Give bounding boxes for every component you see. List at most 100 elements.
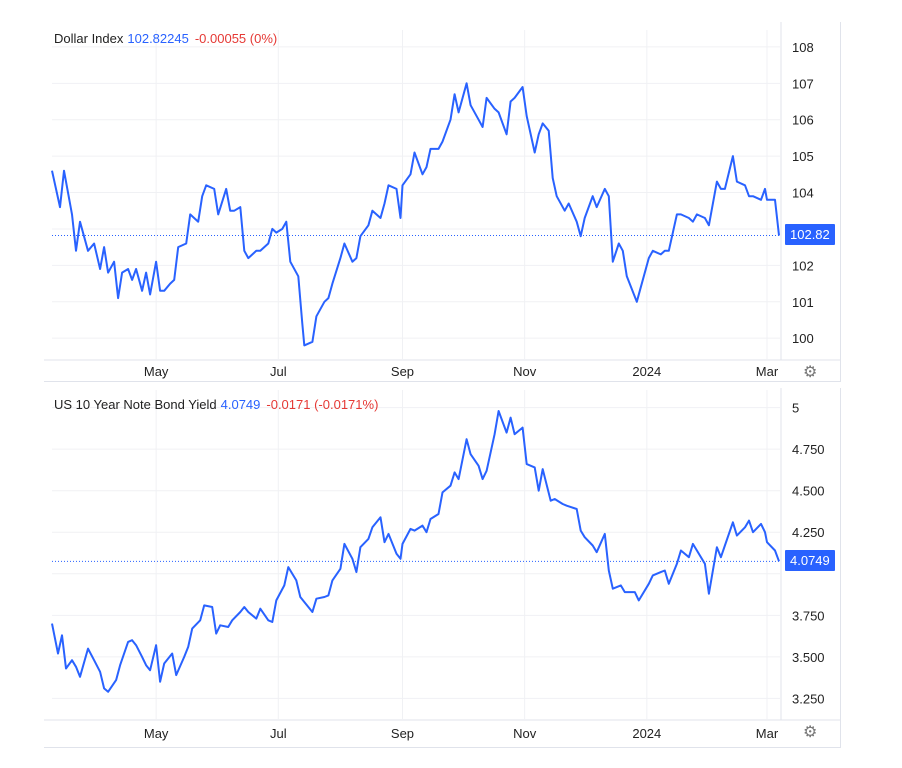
data-point [75,250,77,252]
x-tick-label: Mar [756,364,779,379]
dollar-index-plot[interactable]: 100 101 102 104 105 106 107 108 May Jul Sep Nov 2024… [44,22,841,382]
data-point [485,470,487,472]
data-point [548,130,550,132]
data-point [351,558,353,560]
data-point [239,206,241,208]
data-point [696,213,698,215]
data-point [421,173,423,175]
y-tick-label: 4.750 [792,442,825,457]
data-point [437,148,439,150]
series-line[interactable] [51,82,780,347]
data-point [229,210,231,212]
data-point [71,659,73,661]
data-point [205,184,207,186]
data-point [526,115,528,117]
data-point [453,471,455,473]
data-point [760,199,762,201]
data-point [187,646,189,648]
x-tick-label: May [144,364,169,379]
data-point [576,221,578,223]
chart-legend: US 10 Year Note Bond Yield 4.0749 -0.0171 … [54,397,378,412]
data-point [429,148,431,150]
y-tick-label: 106 [792,113,814,128]
data-point [121,271,123,273]
data-point [155,644,157,646]
data-point [99,268,101,270]
data-point [267,242,269,244]
data-point [688,556,690,558]
data-point [618,242,620,244]
data-point [696,549,698,551]
data-point [676,563,678,565]
data-point [271,228,273,230]
data-point [189,213,191,215]
data-point [732,155,734,157]
y-tick-label: 105 [792,149,814,164]
data-point [552,177,554,179]
data-point [203,604,205,606]
data-point [764,188,766,190]
data-point [636,301,638,303]
data-point [640,286,642,288]
data-point [680,213,682,215]
data-point [526,463,528,465]
data-point [708,593,710,595]
data-point [71,213,73,215]
data-point [648,583,650,585]
data-point [339,257,341,259]
data-point [135,268,137,270]
data-point [339,568,341,570]
series-line[interactable] [51,410,780,693]
data-point [173,279,175,281]
data-point [774,549,776,551]
data-point [596,551,598,553]
data-point [315,315,317,317]
data-point [648,257,650,259]
data-point [177,246,179,248]
data-point [51,622,53,624]
data-point [103,687,105,689]
y-tick-label: 108 [792,40,814,55]
data-point [542,122,544,124]
data-point [359,546,361,548]
gear-icon[interactable]: ⚙ [803,724,818,741]
us10y-yield-plot[interactable]: 3.250 3.500 3.750 4.250 4.500 4.750 5 May Jul Sep… [44,388,841,748]
data-point [485,97,487,99]
data-point [409,173,411,175]
data-point [720,556,722,558]
us10y-yield-chart[interactable]: 3.250 3.500 3.750 4.250 4.500 4.750 5 May Jul Sep… [44,388,841,748]
data-point [107,271,109,273]
data-point [477,119,479,121]
data-point [289,261,291,263]
data-point [556,195,558,197]
gear-icon[interactable]: ⚙ [803,364,818,381]
data-point [652,574,654,576]
data-point [379,217,381,219]
dollar-index-chart[interactable]: 100 101 102 104 105 106 107 108 May Jul Sep Nov 2024… [44,22,841,382]
data-point [371,210,373,212]
last-price-label: 102.82 [785,224,835,246]
y-tick-label: 3.250 [792,691,825,706]
data-point [103,246,105,248]
data-point [660,253,662,255]
data-point [149,669,151,671]
data-point [149,293,151,295]
data-point [117,297,119,299]
data-point [145,664,147,666]
x-tick-label: Jul [270,364,287,379]
legend-change: -0.0171 (-0.0171%) [266,397,379,412]
data-point [538,490,540,492]
data-point [580,529,582,531]
data-point [766,541,768,543]
data-point [676,213,678,215]
data-point [115,679,117,681]
data-point [576,508,578,510]
y-tick-label: 3.500 [792,650,825,665]
data-point [355,257,357,259]
data-point [311,341,313,343]
data-point [255,617,257,619]
data-point [323,301,325,303]
data-point [283,584,285,586]
legend-series-name: Dollar Index [54,31,124,46]
data-point [383,541,385,543]
